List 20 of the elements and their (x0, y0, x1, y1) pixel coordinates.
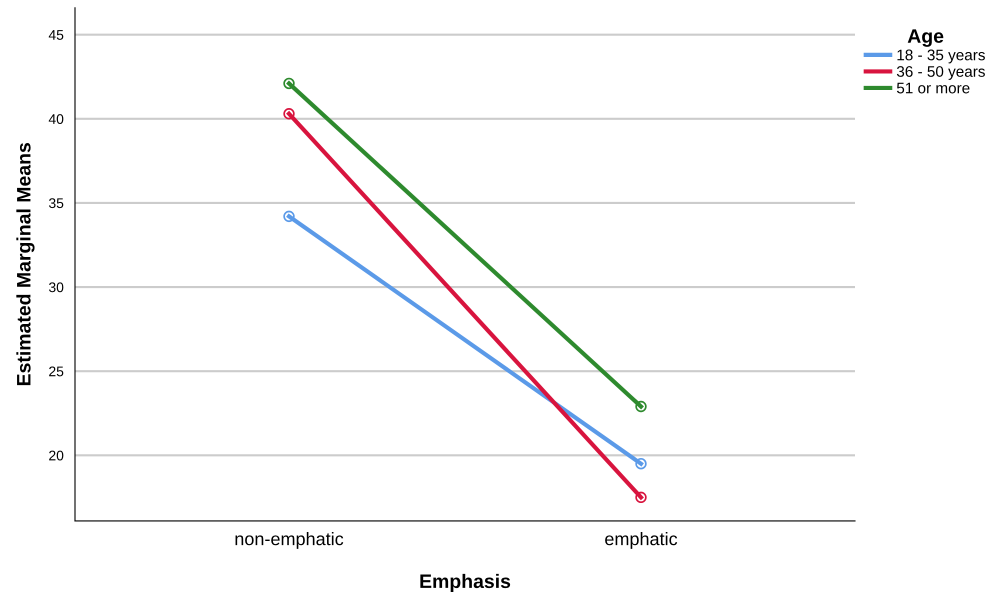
x-axis-title: Emphasis (420, 574, 510, 592)
y-tick-label: 40 (48, 114, 64, 124)
point (283, 210, 295, 222)
x-tick-label: non-emphatic (236, 532, 344, 549)
point (283, 108, 295, 120)
y-tick-label: 30 (48, 282, 64, 292)
y-tick-label: 35 (48, 198, 64, 208)
legend-label: 36 - 50 years (896, 66, 985, 80)
y-tick-label: 45 (48, 30, 64, 40)
legend-label: 18 - 35 years (897, 50, 985, 64)
point (635, 400, 647, 412)
y-axis-title: Estimated Marginal Means (16, 143, 35, 386)
point (283, 78, 295, 90)
y-tick-label: 20 (49, 450, 64, 460)
x-tick-label: emphatic (605, 532, 678, 549)
y-tick-label: 25 (49, 366, 64, 376)
point (635, 492, 647, 504)
legend-title: Age (908, 29, 944, 47)
point (635, 458, 647, 470)
legend-label: 51 or more (896, 82, 970, 94)
